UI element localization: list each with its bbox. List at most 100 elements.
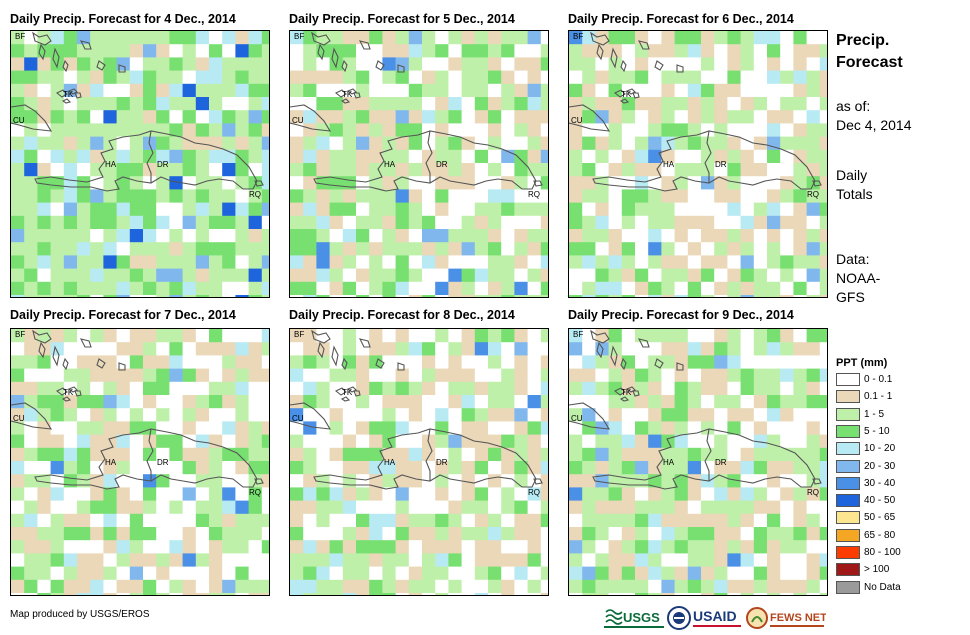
precip-cell [329,408,344,422]
precip-cell [582,83,596,98]
precip-cell [621,57,636,72]
precip-cell [24,540,38,554]
precip-cell [780,189,794,204]
precip-cell [303,123,317,138]
precip-cell [395,434,410,449]
precip-cell [569,566,583,581]
precip-cell [316,189,331,204]
bahamas-coastline [311,31,331,46]
precip-cell [582,329,596,343]
precip-cell [819,229,827,243]
precip-cell [514,513,529,528]
country-label-dr: DR [157,160,169,169]
precip-cell [103,408,118,422]
precip-cell [195,268,210,283]
turks-caicos-coastline [74,390,82,397]
precip-cell [608,136,623,151]
precip-cell [143,487,157,502]
precip-cell [740,57,755,72]
precip-cell [527,421,542,436]
precip-cell [687,368,702,383]
precip-cell [235,31,250,45]
precip-cell [261,461,269,475]
precip-cell [116,527,131,541]
precip-cell [235,255,250,270]
precip-cell [753,381,768,396]
precip-cell [24,255,38,270]
precip-cell [661,500,676,515]
precip-cell [11,513,25,528]
precip-cell [235,215,250,230]
precip-cell [235,381,250,396]
precip-cell [806,527,821,541]
precip-cell [24,149,38,164]
precip-cell [569,57,583,72]
precip-cell [24,566,38,581]
precip-cell [474,474,489,488]
precip-cell [329,189,344,204]
precip-cell [514,202,529,217]
precip-cell [648,381,662,396]
precip-cell [90,215,104,230]
precip-cell [569,487,583,502]
precip-cell [382,540,397,554]
precip-cell [395,97,410,111]
precip-cell [290,281,304,296]
precip-cell [195,70,210,85]
precip-cell [195,163,210,177]
precip-cell [116,329,131,343]
precip-cell [474,242,489,256]
precip-cell [753,434,768,449]
precip-cell [11,83,25,98]
precip-cell [77,44,91,58]
precip-cell [753,342,768,356]
precip-cell [448,434,463,449]
precip-cell [103,540,118,554]
precip-cell [527,513,542,528]
precip-cell [77,513,91,528]
precip-cell [461,97,476,111]
precip-cell [435,44,449,58]
precip-cell [63,57,78,72]
precip-cell [608,566,623,581]
precip-cell [369,566,383,581]
precip-cell [422,83,436,98]
precip-cell [11,461,25,475]
precip-cell [77,31,91,45]
precip-cell [687,57,702,72]
precip-cell [303,189,317,204]
precip-cell [474,421,489,436]
precip-cell [687,381,702,396]
precip-cell [780,513,794,528]
precip-cell [687,553,702,568]
precip-cell [382,381,397,396]
precip-cell [687,136,702,151]
precip-cell [303,461,317,475]
precip-cell [382,487,397,502]
precip-cell [356,474,370,488]
precip-cell [819,97,827,111]
precip-cell [461,566,476,581]
precip-cell [701,355,715,370]
precip-cell [727,229,742,243]
precip-cell [648,136,662,151]
precip-cell [448,461,463,475]
precip-cell [235,176,250,190]
precip-cell [235,97,250,111]
precip-cell [793,368,808,383]
precip-cell [569,83,583,98]
precip-cell [209,281,223,296]
precip-cell [408,553,423,568]
precip-cell [395,136,410,151]
precip-cell [569,553,583,568]
precip-cell [608,408,623,422]
precip-cell [474,83,489,98]
precip-cell [24,461,38,475]
precip-cell [674,474,689,488]
precip-cell [527,268,542,283]
precip-cell [248,408,263,422]
precip-cell [235,123,250,138]
precip-cell [209,44,223,58]
precip-cell [209,83,223,98]
precip-cell [514,566,529,581]
